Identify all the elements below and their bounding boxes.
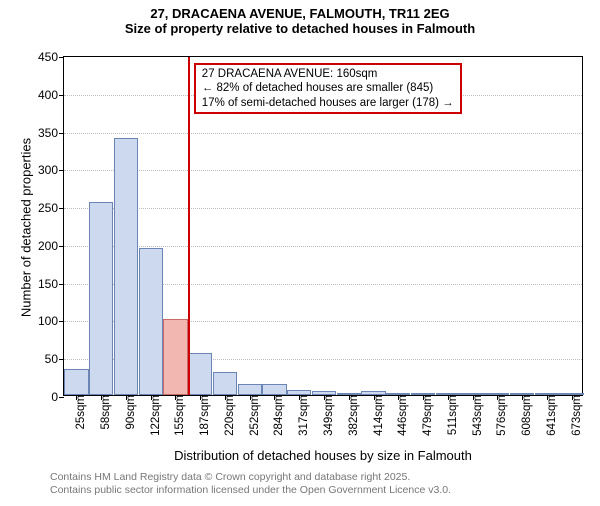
y-tick-label: 50 xyxy=(45,352,64,366)
bar xyxy=(64,369,88,395)
y-tick-label: 200 xyxy=(38,239,64,253)
y-tick-label: 100 xyxy=(38,314,64,328)
x-tick-label: 58sqm xyxy=(94,395,112,430)
footer-attribution: Contains HM Land Registry data © Crown c… xyxy=(50,471,451,497)
x-tick-label: 446sqm xyxy=(391,395,409,436)
annotation-line1: 27 DRACAENA AVENUE: 160sqm xyxy=(202,67,454,81)
bar xyxy=(188,353,212,395)
x-tick-label: 252sqm xyxy=(243,395,261,436)
bar-highlight xyxy=(163,319,187,395)
y-tick-label: 450 xyxy=(38,50,64,64)
bar xyxy=(89,202,113,395)
x-tick-label: 155sqm xyxy=(168,395,186,436)
x-tick-label: 673sqm xyxy=(564,395,582,436)
x-tick-label: 479sqm xyxy=(416,395,434,436)
annotation-line3: 17% of semi-detached houses are larger (… xyxy=(202,96,454,110)
y-tick-label: 300 xyxy=(38,163,64,177)
x-tick-label: 543sqm xyxy=(465,395,483,436)
y-tick-label: 150 xyxy=(38,277,64,291)
x-tick-label: 317sqm xyxy=(292,395,310,436)
x-axis-label: Distribution of detached houses by size … xyxy=(63,448,583,463)
marker-line xyxy=(188,57,190,395)
x-tick-label: 608sqm xyxy=(515,395,533,436)
annotation-line2: ← 82% of detached houses are smaller (84… xyxy=(202,81,454,95)
x-tick-label: 122sqm xyxy=(143,395,161,436)
grid-line xyxy=(64,208,582,209)
x-tick-label: 349sqm xyxy=(317,395,335,436)
x-tick-label: 511sqm xyxy=(441,395,459,435)
x-tick-label: 576sqm xyxy=(490,395,508,436)
y-tick-label: 350 xyxy=(38,126,64,140)
x-tick-label: 187sqm xyxy=(193,395,211,436)
annotation-box: 27 DRACAENA AVENUE: 160sqm← 82% of detac… xyxy=(194,63,462,114)
chart-title-line2: Size of property relative to detached ho… xyxy=(0,21,600,36)
chart-title-line1: 27, DRACAENA AVENUE, FALMOUTH, TR11 2EG xyxy=(0,6,600,21)
grid-line xyxy=(64,133,582,134)
x-tick-label: 220sqm xyxy=(218,395,236,436)
bar xyxy=(114,138,138,395)
footer-line1: Contains HM Land Registry data © Crown c… xyxy=(50,471,451,484)
x-tick-label: 414sqm xyxy=(366,395,384,436)
footer-line2: Contains public sector information licen… xyxy=(50,484,451,497)
bar xyxy=(139,248,163,395)
x-tick-label: 90sqm xyxy=(119,395,137,430)
x-tick-label: 25sqm xyxy=(69,395,87,430)
bar xyxy=(213,372,237,395)
y-tick-label: 400 xyxy=(38,88,64,102)
x-tick-label: 284sqm xyxy=(267,395,285,436)
x-tick-label: 641sqm xyxy=(540,395,558,436)
y-tick-label: 0 xyxy=(51,390,64,404)
bar xyxy=(238,384,262,395)
chart-plot-area: 05010015020025030035040045025sqm58sqm90s… xyxy=(63,56,583,396)
y-axis-label: Number of detached properties xyxy=(19,128,34,328)
bar xyxy=(262,384,286,395)
grid-line xyxy=(64,170,582,171)
y-tick-label: 250 xyxy=(38,201,64,215)
x-tick-label: 382sqm xyxy=(342,395,360,436)
